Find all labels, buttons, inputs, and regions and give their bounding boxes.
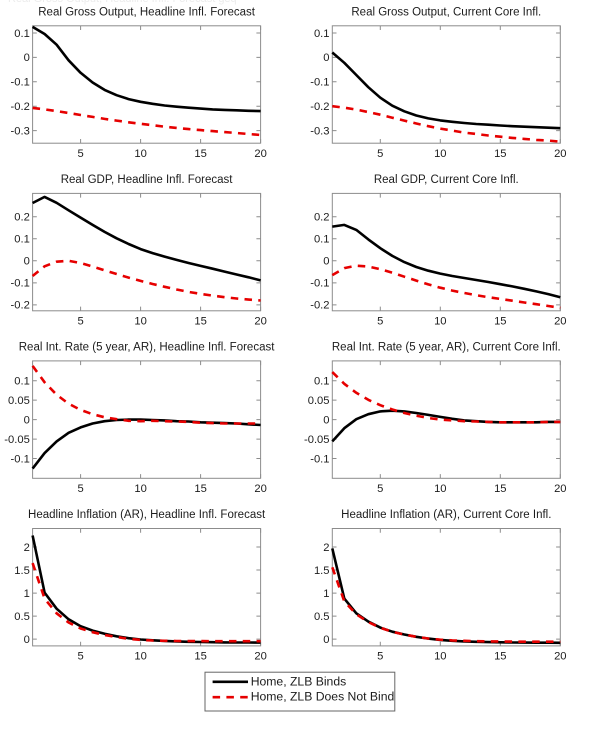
svg-text:20: 20: [554, 483, 566, 495]
svg-text:0: 0: [323, 414, 329, 426]
svg-text:0: 0: [323, 634, 329, 646]
svg-text:-0.2: -0.2: [310, 300, 329, 312]
svg-text:15: 15: [194, 483, 206, 495]
svg-text:0.1: 0.1: [14, 234, 30, 246]
svg-text:10: 10: [134, 651, 146, 663]
svg-text:Headline Inflation (AR), Curre: Headline Inflation (AR), Current Core In…: [341, 509, 551, 521]
svg-text:20: 20: [254, 148, 266, 160]
svg-text:0: 0: [323, 256, 329, 268]
svg-text:-0.3: -0.3: [11, 125, 30, 137]
svg-text:-0.3: -0.3: [310, 125, 329, 137]
svg-text:0: 0: [24, 52, 30, 64]
svg-text:Home, ZLB Does Not Bind: Home, ZLB Does Not Bind: [251, 690, 395, 704]
svg-text:0.5: 0.5: [314, 611, 330, 623]
svg-text:-0.1: -0.1: [11, 77, 30, 89]
svg-text:5: 5: [77, 483, 83, 495]
svg-text:5: 5: [77, 148, 83, 160]
svg-text:20: 20: [254, 316, 266, 328]
svg-text:0.1: 0.1: [14, 376, 30, 388]
svg-text:20: 20: [554, 316, 566, 328]
svg-text:2: 2: [24, 542, 30, 554]
svg-text:10: 10: [134, 148, 146, 160]
svg-text:Real GDP, Headline Infl. Forec: Real GDP, Headline Infl. Forecast: [61, 174, 234, 186]
svg-text:0: 0: [24, 256, 30, 268]
svg-text:-0.1: -0.1: [310, 278, 329, 290]
svg-text:10: 10: [434, 316, 446, 328]
svg-text:5: 5: [77, 316, 83, 328]
svg-text:5: 5: [377, 483, 383, 495]
svg-text:20: 20: [254, 651, 266, 663]
svg-text:-0.1: -0.1: [310, 453, 329, 465]
svg-text:15: 15: [194, 316, 206, 328]
svg-text:0: 0: [24, 634, 30, 646]
svg-text:0.5: 0.5: [14, 611, 30, 623]
svg-text:Real Int. Rate (5 year, AR), H: Real Int. Rate (5 year, AR), Headline In…: [19, 342, 275, 354]
svg-text:Real Gross Output, Headline In: Real Gross Output, Headline Infl. Foreca…: [8, 0, 237, 5]
svg-text:0: 0: [323, 52, 329, 64]
svg-text:Real Int. Rate (5 year, AR), C: Real Int. Rate (5 year, AR), Current Cor…: [332, 342, 561, 354]
svg-text:10: 10: [134, 316, 146, 328]
svg-text:15: 15: [194, 148, 206, 160]
svg-text:0.2: 0.2: [14, 212, 30, 224]
svg-text:1.5: 1.5: [314, 565, 330, 577]
svg-text:1: 1: [323, 588, 329, 600]
svg-text:0.2: 0.2: [314, 212, 330, 224]
svg-text:20: 20: [254, 483, 266, 495]
svg-text:-0.1: -0.1: [310, 77, 329, 89]
svg-text:10: 10: [134, 483, 146, 495]
svg-text:5: 5: [377, 651, 383, 663]
svg-text:15: 15: [194, 651, 206, 663]
svg-text:20: 20: [554, 148, 566, 160]
svg-text:1.5: 1.5: [14, 565, 30, 577]
svg-text:15: 15: [494, 651, 506, 663]
svg-text:10: 10: [434, 651, 446, 663]
svg-text:Real GDP, Current Core Infl.: Real GDP, Current Core Infl.: [374, 174, 519, 186]
svg-text:Real Gross Output, Current Cor: Real Gross Output, Current Core Infl.: [351, 6, 541, 18]
svg-text:-0.05: -0.05: [304, 434, 330, 446]
svg-text:0.1: 0.1: [314, 28, 330, 40]
svg-text:15: 15: [494, 316, 506, 328]
svg-text:0.05: 0.05: [308, 395, 330, 407]
svg-text:5: 5: [77, 651, 83, 663]
svg-text:0.1: 0.1: [314, 376, 330, 388]
svg-text:15: 15: [494, 483, 506, 495]
svg-text:0.1: 0.1: [14, 28, 30, 40]
svg-text:-0.1: -0.1: [11, 453, 30, 465]
svg-text:0: 0: [24, 414, 30, 426]
svg-text:Home, ZLB Binds: Home, ZLB Binds: [251, 675, 347, 689]
svg-text:-0.2: -0.2: [11, 300, 30, 312]
svg-text:Real Gross Output, Headline In: Real Gross Output, Headline Infl. Foreca…: [38, 6, 255, 18]
svg-text:-0.05: -0.05: [4, 434, 30, 446]
svg-text:Headline Inflation (AR), Headl: Headline Inflation (AR), Headline Infl. …: [28, 509, 266, 521]
svg-text:5: 5: [377, 316, 383, 328]
svg-text:-0.2: -0.2: [310, 101, 329, 113]
svg-text:0.1: 0.1: [314, 234, 330, 246]
svg-text:-0.1: -0.1: [11, 278, 30, 290]
svg-text:-0.2: -0.2: [11, 101, 30, 113]
svg-text:0.05: 0.05: [8, 395, 30, 407]
svg-text:10: 10: [434, 148, 446, 160]
svg-text:2: 2: [323, 542, 329, 554]
svg-text:1: 1: [24, 588, 30, 600]
svg-text:10: 10: [434, 483, 446, 495]
svg-text:5: 5: [377, 148, 383, 160]
svg-text:15: 15: [494, 148, 506, 160]
svg-text:20: 20: [554, 651, 566, 663]
